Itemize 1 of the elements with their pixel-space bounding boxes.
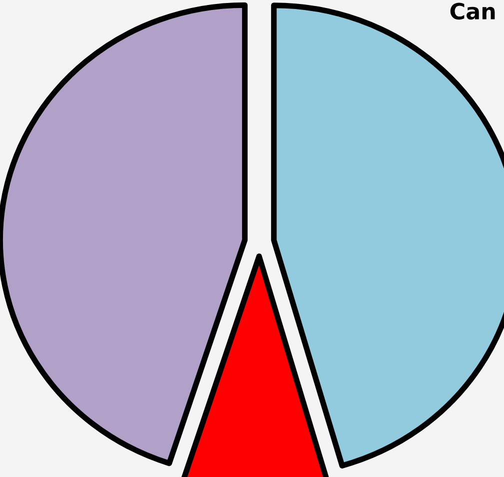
chart-title: Can	[450, 2, 495, 20]
